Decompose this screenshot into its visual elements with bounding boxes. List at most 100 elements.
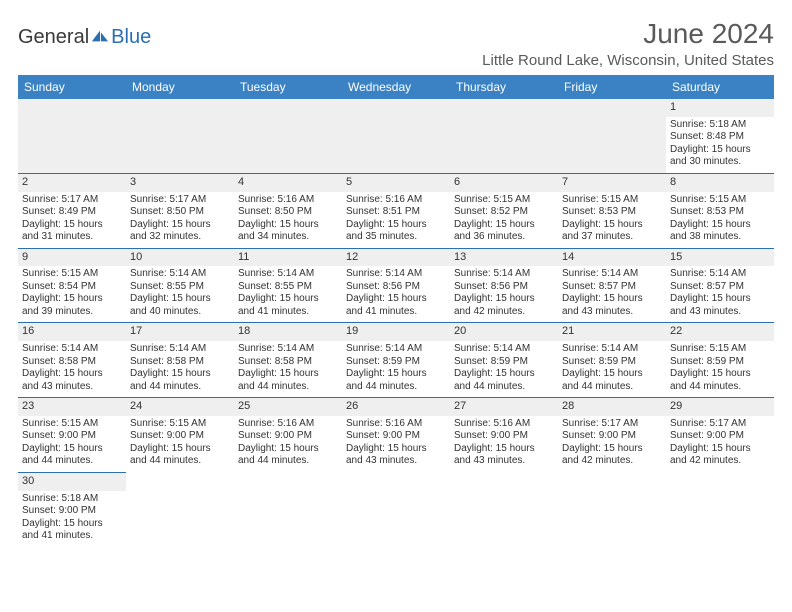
calendar-cell: 20Sunrise: 5:14 AMSunset: 8:59 PMDayligh…	[450, 323, 558, 398]
sunset-line: Sunset: 9:00 PM	[22, 430, 122, 443]
calendar-cell	[342, 99, 450, 173]
day-number: 5	[342, 174, 450, 192]
sunrise-line: Sunrise: 5:14 AM	[346, 268, 446, 281]
sunrise-line: Sunrise: 5:14 AM	[238, 268, 338, 281]
calendar-cell: 2Sunrise: 5:17 AMSunset: 8:49 PMDaylight…	[18, 173, 126, 248]
title-block: June 2024 Little Round Lake, Wisconsin, …	[482, 18, 774, 69]
calendar-cell: 22Sunrise: 5:15 AMSunset: 8:59 PMDayligh…	[666, 323, 774, 398]
sunset-line: Sunset: 8:52 PM	[454, 206, 554, 219]
day-number: 27	[450, 398, 558, 416]
calendar-cell: 21Sunrise: 5:14 AMSunset: 8:59 PMDayligh…	[558, 323, 666, 398]
sunrise-line: Sunrise: 5:14 AM	[130, 268, 230, 281]
sunrise-line: Sunrise: 5:14 AM	[238, 343, 338, 356]
sunset-line: Sunset: 9:00 PM	[130, 430, 230, 443]
calendar-cell: 8Sunrise: 5:15 AMSunset: 8:53 PMDaylight…	[666, 173, 774, 248]
daylight-line: Daylight: 15 hours and 44 minutes.	[22, 443, 122, 468]
day-number: 9	[18, 249, 126, 267]
sunrise-line: Sunrise: 5:14 AM	[670, 268, 770, 281]
calendar-cell	[666, 472, 774, 546]
sunset-line: Sunset: 8:54 PM	[22, 281, 122, 294]
daylight-line: Daylight: 15 hours and 43 minutes.	[562, 293, 662, 318]
day-number: 10	[126, 249, 234, 267]
day-number: 21	[558, 323, 666, 341]
daylight-line: Daylight: 15 hours and 43 minutes.	[670, 293, 770, 318]
calendar-cell: 14Sunrise: 5:14 AMSunset: 8:57 PMDayligh…	[558, 248, 666, 323]
day-number: 14	[558, 249, 666, 267]
daylight-line: Daylight: 15 hours and 44 minutes.	[130, 368, 230, 393]
calendar-cell	[234, 472, 342, 546]
calendar-cell: 29Sunrise: 5:17 AMSunset: 9:00 PMDayligh…	[666, 398, 774, 473]
daylight-line: Daylight: 15 hours and 44 minutes.	[130, 443, 230, 468]
sunrise-line: Sunrise: 5:14 AM	[454, 268, 554, 281]
sunrise-line: Sunrise: 5:17 AM	[22, 194, 122, 207]
sunset-line: Sunset: 8:59 PM	[454, 356, 554, 369]
calendar-row: 2Sunrise: 5:17 AMSunset: 8:49 PMDaylight…	[18, 173, 774, 248]
day-number: 7	[558, 174, 666, 192]
calendar-cell: 6Sunrise: 5:15 AMSunset: 8:52 PMDaylight…	[450, 173, 558, 248]
daylight-line: Daylight: 15 hours and 34 minutes.	[238, 219, 338, 244]
weekday-header: Saturday	[666, 75, 774, 99]
sunrise-line: Sunrise: 5:14 AM	[562, 343, 662, 356]
sunrise-line: Sunrise: 5:15 AM	[562, 194, 662, 207]
sunrise-line: Sunrise: 5:15 AM	[130, 418, 230, 431]
logo: General Blue	[18, 26, 151, 49]
calendar-cell: 24 Sunrise: 5:15 AMSunset: 9:00 PMDayligh…	[126, 398, 234, 473]
calendar-cell: 5Sunrise: 5:16 AMSunset: 8:51 PMDaylight…	[342, 173, 450, 248]
day-number: 15	[666, 249, 774, 267]
sunset-line: Sunset: 8:50 PM	[238, 206, 338, 219]
day-number: 1	[666, 99, 774, 117]
weekday-header: Friday	[558, 75, 666, 99]
sunset-line: Sunset: 8:57 PM	[562, 281, 662, 294]
sunset-line: Sunset: 9:00 PM	[562, 430, 662, 443]
sunset-line: Sunset: 8:56 PM	[346, 281, 446, 294]
sunrise-line: Sunrise: 5:15 AM	[454, 194, 554, 207]
calendar-cell: 1Sunrise: 5:18 AMSunset: 8:48 PMDaylight…	[666, 99, 774, 173]
header: General Blue June 2024 Little Round Lake…	[18, 18, 774, 69]
day-number: 16	[18, 323, 126, 341]
daylight-line: Daylight: 15 hours and 31 minutes.	[22, 219, 122, 244]
calendar-row: 23Sunrise: 5:15 AMSunset: 9:00 PMDayligh…	[18, 398, 774, 473]
calendar-cell: 23Sunrise: 5:15 AMSunset: 9:00 PMDayligh…	[18, 398, 126, 473]
calendar-row: 1Sunrise: 5:18 AMSunset: 8:48 PMDaylight…	[18, 99, 774, 173]
calendar-row: 16Sunrise: 5:14 AMSunset: 8:58 PMDayligh…	[18, 323, 774, 398]
calendar-cell	[450, 472, 558, 546]
calendar-cell	[126, 99, 234, 173]
sunset-line: Sunset: 8:58 PM	[130, 356, 230, 369]
day-number: 24	[126, 398, 234, 416]
sunset-line: Sunset: 9:00 PM	[454, 430, 554, 443]
calendar-cell: 26Sunrise: 5:16 AMSunset: 9:00 PMDayligh…	[342, 398, 450, 473]
sunrise-line: Sunrise: 5:16 AM	[346, 418, 446, 431]
sunrise-line: Sunrise: 5:14 AM	[22, 343, 122, 356]
calendar-cell: 7Sunrise: 5:15 AMSunset: 8:53 PMDaylight…	[558, 173, 666, 248]
daylight-line: Daylight: 15 hours and 39 minutes.	[22, 293, 122, 318]
logo-sail-icon	[91, 29, 109, 43]
daylight-line: Daylight: 15 hours and 42 minutes.	[670, 443, 770, 468]
calendar-cell: 15Sunrise: 5:14 AMSunset: 8:57 PMDayligh…	[666, 248, 774, 323]
sunset-line: Sunset: 8:48 PM	[670, 131, 770, 144]
calendar-cell: 18Sunrise: 5:14 AMSunset: 8:58 PMDayligh…	[234, 323, 342, 398]
day-number: 6	[450, 174, 558, 192]
weekday-header: Sunday	[18, 75, 126, 99]
sunrise-line: Sunrise: 5:14 AM	[346, 343, 446, 356]
calendar-cell: 28Sunrise: 5:17 AMSunset: 9:00 PMDayligh…	[558, 398, 666, 473]
daylight-line: Daylight: 15 hours and 41 minutes.	[22, 518, 122, 543]
sunset-line: Sunset: 8:53 PM	[670, 206, 770, 219]
sunrise-line: Sunrise: 5:14 AM	[454, 343, 554, 356]
sunset-line: Sunset: 9:00 PM	[670, 430, 770, 443]
sunrise-line: Sunrise: 5:16 AM	[454, 418, 554, 431]
day-number: 19	[342, 323, 450, 341]
day-number: 20	[450, 323, 558, 341]
daylight-line: Daylight: 15 hours and 38 minutes.	[670, 219, 770, 244]
sunset-line: Sunset: 9:00 PM	[346, 430, 446, 443]
sunrise-line: Sunrise: 5:17 AM	[130, 194, 230, 207]
sunset-line: Sunset: 9:00 PM	[238, 430, 338, 443]
calendar-cell	[18, 99, 126, 173]
calendar-cell: 16Sunrise: 5:14 AMSunset: 8:58 PMDayligh…	[18, 323, 126, 398]
logo-word1: General	[18, 26, 89, 49]
daylight-line: Daylight: 15 hours and 44 minutes.	[346, 368, 446, 393]
weekday-header: Tuesday	[234, 75, 342, 99]
daylight-line: Daylight: 15 hours and 35 minutes.	[346, 219, 446, 244]
location: Little Round Lake, Wisconsin, United Sta…	[482, 52, 774, 69]
sunrise-line: Sunrise: 5:18 AM	[22, 493, 122, 506]
day-number: 8	[666, 174, 774, 192]
